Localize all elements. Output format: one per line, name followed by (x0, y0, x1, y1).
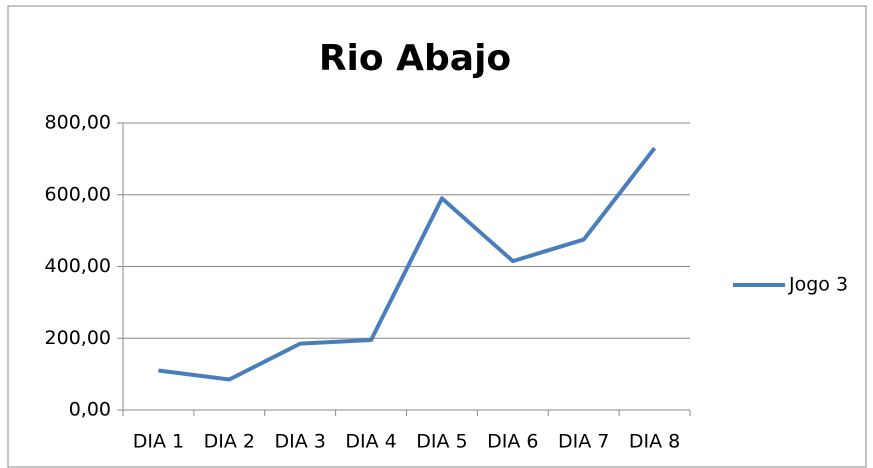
x-tick-label: DIA 6 (487, 431, 538, 453)
chart-title: Rio Abajo (319, 38, 511, 79)
x-tick-label: DIA 1 (133, 431, 184, 453)
x-tick-label: DIA 8 (629, 431, 680, 453)
y-tick-label: 600,00 (45, 183, 111, 205)
y-tick-label: 400,00 (45, 255, 111, 277)
x-tick-label: DIA 2 (204, 431, 255, 453)
y-tick-label: 200,00 (45, 327, 111, 349)
legend-label: Jogo 3 (788, 274, 848, 296)
chart-frame (7, 5, 867, 468)
data-line (158, 146, 657, 382)
x-tick-label: DIA 7 (558, 431, 609, 453)
x-tick-label: DIA 5 (416, 431, 467, 453)
y-tick-label: 800,00 (45, 112, 111, 134)
y-tick-label: 0,00 (69, 399, 111, 421)
x-tick-label: DIA 4 (345, 431, 396, 453)
x-tick-label: DIA 3 (275, 431, 326, 453)
